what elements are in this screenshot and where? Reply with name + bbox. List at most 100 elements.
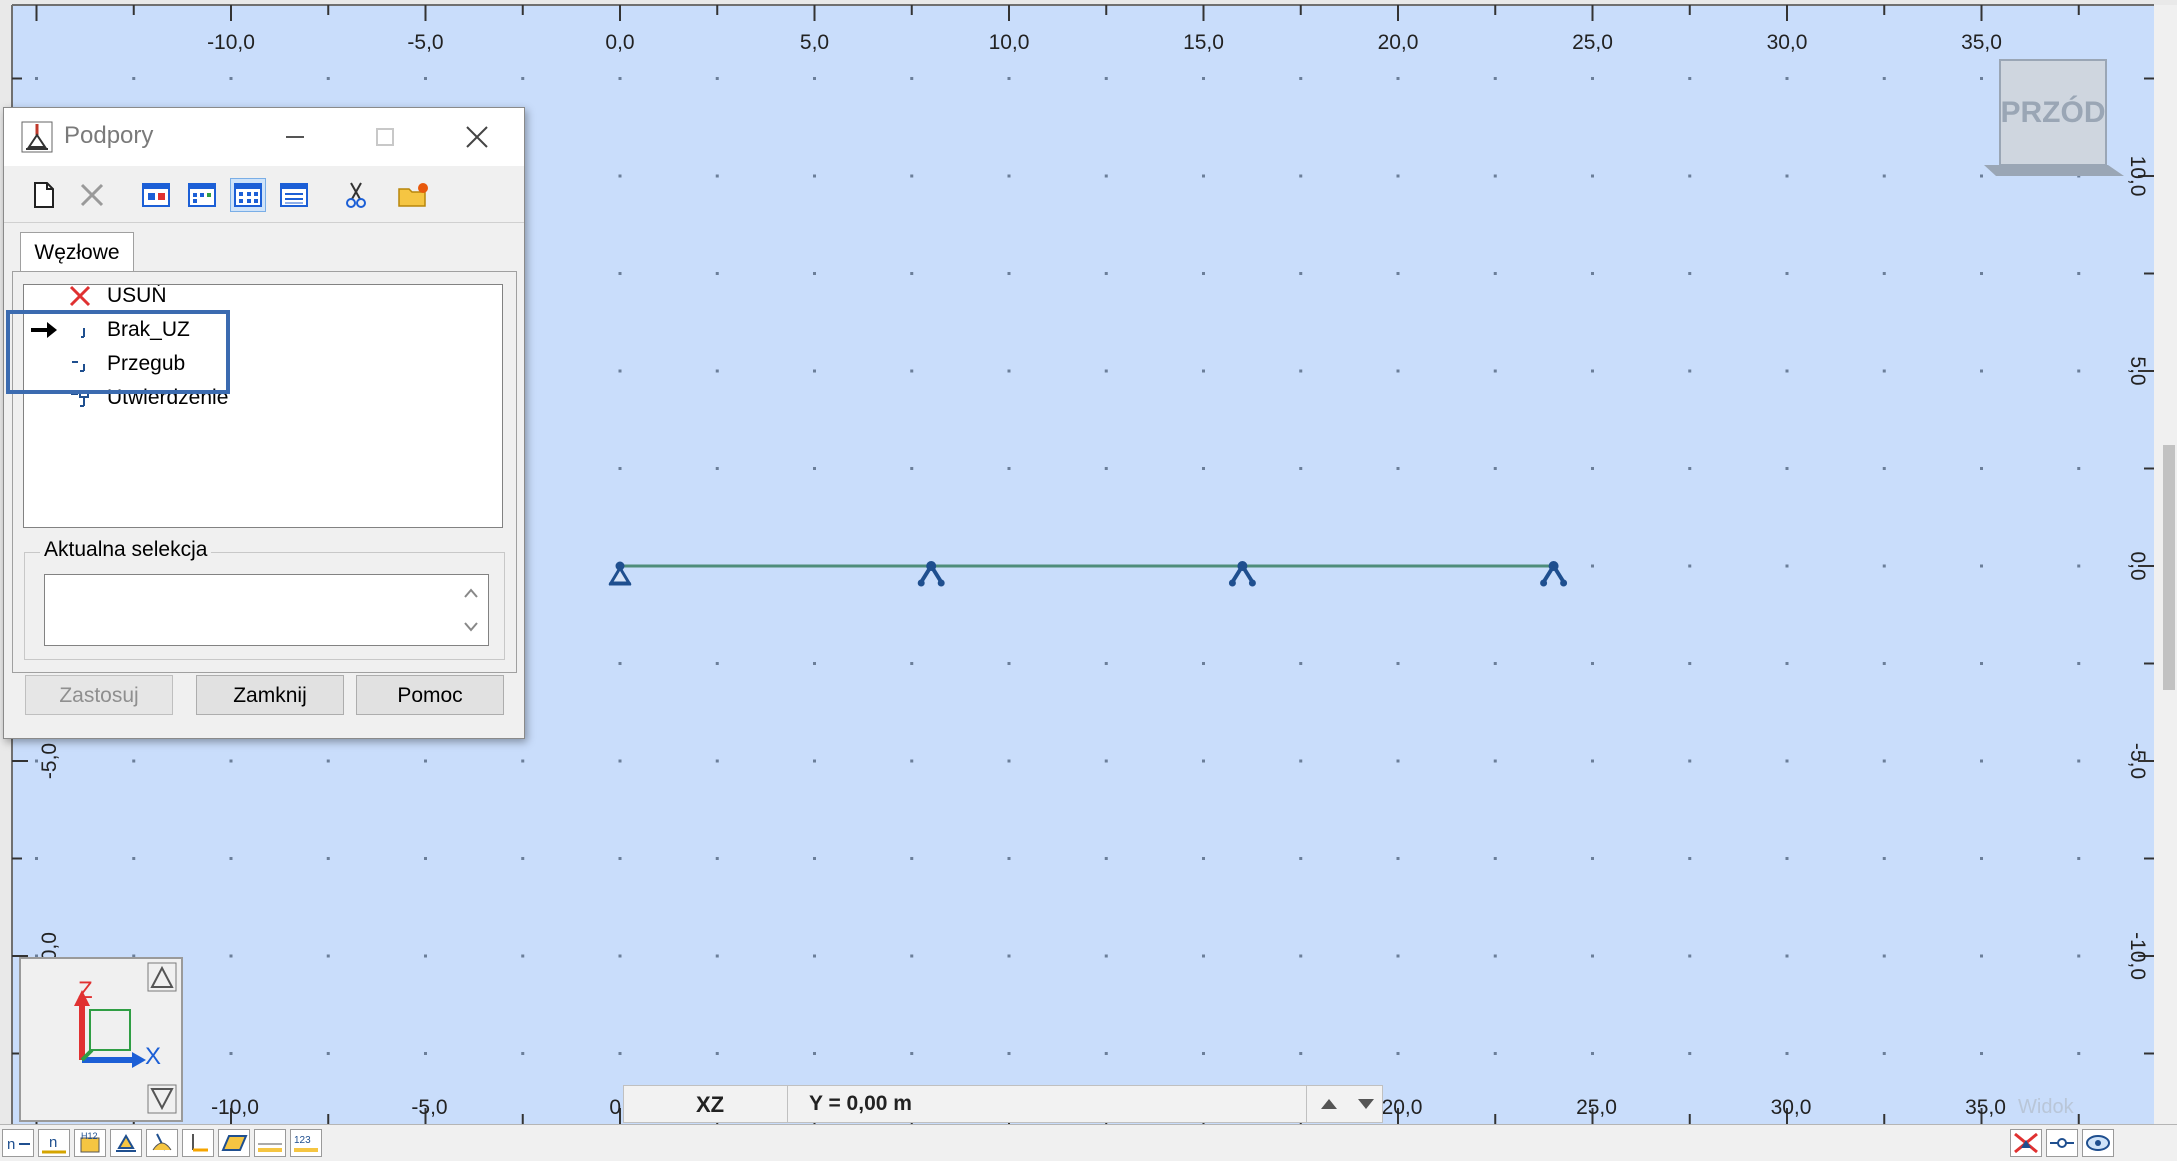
element-numbers-icon[interactable]: n <box>38 1129 70 1157</box>
support-symbol[interactable] <box>917 561 945 587</box>
list-item[interactable]: Przegub <box>24 347 494 381</box>
supports-display-icon[interactable] <box>110 1129 142 1157</box>
selection-scrollbar[interactable] <box>456 577 486 643</box>
view-label: Widok <box>2018 1096 2074 1118</box>
delete-icon <box>80 183 104 207</box>
minimize-button[interactable] <box>272 114 318 160</box>
z-tick-label: -5,0 <box>2126 743 2149 779</box>
dialog-toolbar <box>4 168 524 223</box>
support-symbol[interactable] <box>1540 561 1568 587</box>
local-axes-icon[interactable] <box>182 1129 214 1157</box>
triangle-up-icon <box>150 965 174 988</box>
small-icons-view-icon <box>188 183 216 207</box>
list-item-label: USUŃ <box>107 284 167 307</box>
svg-text:n: n <box>7 1136 15 1153</box>
chevron-down-icon <box>464 622 478 632</box>
values-123-icon[interactable]: 123 <box>290 1129 322 1157</box>
vertical-scrollbar-thumb[interactable] <box>2163 445 2175 690</box>
support-none-icon <box>81 328 85 338</box>
hide-supports-icon[interactable] <box>2010 1129 2042 1157</box>
close-icon <box>466 126 488 148</box>
current-selection-group <box>24 552 505 660</box>
z-tick-label: 0,0 <box>2126 551 2149 580</box>
list-item[interactable]: Brak_UZ <box>24 313 494 347</box>
z-tick-label: 5,0 <box>2126 356 2149 385</box>
x-tick-label: 25,0 <box>1576 1096 1617 1119</box>
open-library-button[interactable] <box>396 178 432 212</box>
current-selection-field[interactable] <box>44 574 489 646</box>
apply-button[interactable]: Zastosuj <box>25 675 173 715</box>
supports-list[interactable]: USUŃ Brak_UZ Przegub Utwierdzenie <box>23 284 503 528</box>
x-tick-label: 20,0 <box>1378 31 1419 54</box>
x-tick-label: 15,0 <box>1183 31 1224 54</box>
x-tick-label: -5,0 <box>407 31 443 54</box>
x-tick-label: 35,0 <box>1965 1096 2006 1119</box>
dialog-titlebar[interactable]: Podpory <box>4 108 524 166</box>
x-tick-label: 0,0 <box>605 31 634 54</box>
list-view-icon <box>234 183 262 207</box>
y-coordinate-field[interactable]: Y = 0,00 m <box>809 1092 912 1115</box>
view-details-button[interactable] <box>276 178 312 212</box>
cut-button[interactable] <box>338 178 374 212</box>
tab-nodal[interactable]: Węzłowe <box>20 232 134 273</box>
chevron-up-icon <box>464 588 478 598</box>
folder-icon <box>398 183 428 207</box>
new-button[interactable] <box>26 178 62 212</box>
supports-dialog: Podpory Węzłowe USUŃ Brak_UZ Przegub <box>3 107 525 739</box>
view-plane-label[interactable]: XZ <box>696 1092 725 1117</box>
supports-app-icon <box>21 121 53 153</box>
plane-down-button[interactable] <box>1351 1090 1381 1118</box>
support-symbol[interactable] <box>1228 561 1256 587</box>
z-axis-label: Z <box>78 977 93 1004</box>
support-symbol[interactable] <box>608 561 632 586</box>
x-axis-label: X <box>145 1043 161 1070</box>
panels-icon[interactable] <box>218 1129 250 1157</box>
loads-display-icon[interactable] <box>146 1129 178 1157</box>
delete-x-icon <box>69 285 91 307</box>
highlight-annotation-box <box>6 310 230 394</box>
new-document-icon <box>34 182 54 208</box>
x-tick-label: 35,0 <box>1961 31 2002 54</box>
plane-up-button[interactable] <box>1314 1090 1344 1118</box>
svg-text:n: n <box>49 1134 57 1151</box>
svg-text:H12: H12 <box>81 1131 98 1141</box>
separator <box>787 1086 788 1122</box>
x-tick-label: -10,0 <box>207 31 255 54</box>
large-icons-view-icon <box>142 183 170 207</box>
z-tick-label: 10,0 <box>2126 156 2149 197</box>
view-large-icons-button[interactable] <box>138 178 174 212</box>
list-item[interactable]: USUŃ <box>24 284 494 313</box>
view-plane-bar: XZ Y = 0,00 m <box>623 1085 1383 1123</box>
triangle-up-icon <box>1321 1099 1337 1109</box>
releases-icon[interactable] <box>2046 1129 2078 1157</box>
view-display-icon[interactable] <box>2082 1129 2114 1157</box>
z-tick-label: -10,0 <box>2126 932 2149 980</box>
details-view-icon <box>280 183 308 207</box>
dimensions-icon[interactable] <box>254 1129 286 1157</box>
maximize-button[interactable] <box>362 114 408 160</box>
bottom-toolbar: n n H12 123 <box>0 1124 2177 1161</box>
view-list-button[interactable] <box>230 178 266 212</box>
x-tick-label: 25,0 <box>1572 31 1613 54</box>
dialog-title: Podpory <box>64 122 154 149</box>
x-tick-label: 10,0 <box>989 31 1030 54</box>
current-item-arrow-icon <box>31 322 57 338</box>
list-item-label: Przegub <box>107 352 186 375</box>
node-numbers-icon[interactable]: n <box>2 1129 34 1157</box>
close-button[interactable]: Zamknij <box>196 675 344 715</box>
view-small-icons-button[interactable] <box>184 178 220 212</box>
x-tick-label: 30,0 <box>1771 1096 1812 1119</box>
list-item-label: Brak_UZ <box>107 318 190 341</box>
triangle-down-icon <box>1358 1099 1374 1109</box>
close-window-button[interactable] <box>454 114 500 160</box>
delete-button[interactable] <box>74 178 110 212</box>
maximize-icon <box>376 128 394 146</box>
section-label-icon[interactable]: H12 <box>74 1129 106 1157</box>
view-cube[interactable]: PRZÓD <box>1984 59 2124 176</box>
support-hinge-icon <box>72 361 85 372</box>
minimize-icon <box>286 136 304 138</box>
x-tick-label: -5,0 <box>411 1096 447 1119</box>
separator <box>1306 1086 1307 1122</box>
help-button[interactable]: Pomoc <box>356 675 504 715</box>
axis-triad: Z X <box>19 957 183 1122</box>
